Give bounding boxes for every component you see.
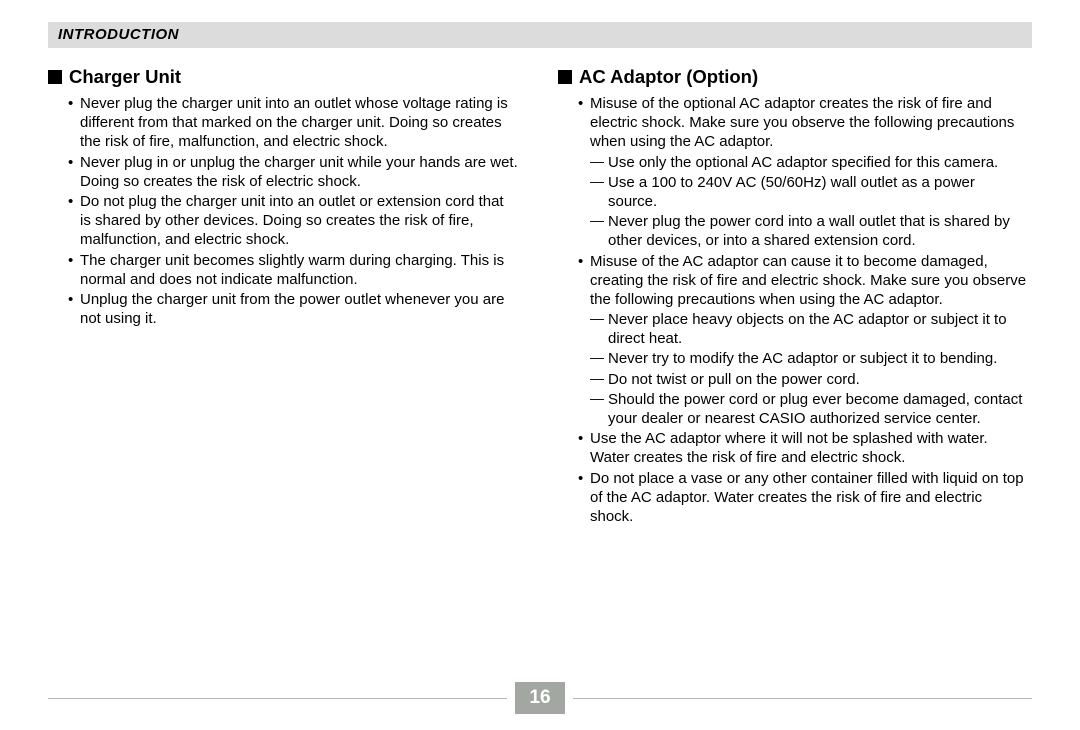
right-column: AC Adaptor (Option) Misuse of the option…: [558, 66, 1032, 527]
list-item: Never try to modify the AC adaptor or su…: [578, 349, 1028, 368]
list-item: Never plug in or unplug the charger unit…: [68, 153, 518, 191]
square-bullet-icon: [48, 70, 62, 84]
list-item: Misuse of the optional AC adaptor create…: [578, 94, 1028, 152]
left-item-list: Never plug the charger unit into an outl…: [48, 94, 522, 328]
page-number: 16: [529, 687, 550, 708]
section-header-label: INTRODUCTION: [58, 26, 179, 43]
footer-rule-left: [48, 698, 507, 699]
list-item: Do not place a vase or any other contain…: [578, 469, 1028, 527]
list-item: Do not plug the charger unit into an out…: [68, 192, 518, 250]
list-item: Use a 100 to 240V AC (50/60Hz) wall outl…: [578, 173, 1028, 211]
manual-page: INTRODUCTION Charger Unit Never plug the…: [0, 0, 1080, 527]
page-footer: 16: [48, 682, 1032, 714]
list-item: The charger unit becomes slightly warm d…: [68, 251, 518, 289]
right-item-list: Misuse of the optional AC adaptor create…: [558, 94, 1032, 526]
list-item: Should the power cord or plug ever becom…: [578, 390, 1028, 428]
left-title-text: Charger Unit: [69, 66, 181, 88]
list-item: Never plug the power cord into a wall ou…: [578, 212, 1028, 250]
right-title-text: AC Adaptor (Option): [579, 66, 758, 88]
two-column-layout: Charger Unit Never plug the charger unit…: [48, 66, 1032, 527]
list-item: Never place heavy objects on the AC adap…: [578, 310, 1028, 348]
left-column: Charger Unit Never plug the charger unit…: [48, 66, 522, 527]
list-item: Misuse of the AC adaptor can cause it to…: [578, 252, 1028, 310]
list-item: Do not twist or pull on the power cord.: [578, 370, 1028, 389]
page-number-badge: 16: [515, 682, 564, 714]
right-section-title: AC Adaptor (Option): [558, 66, 1032, 88]
section-header-bar: INTRODUCTION: [48, 22, 1032, 48]
list-item: Use only the optional AC adaptor specifi…: [578, 153, 1028, 172]
footer-rule-right: [573, 698, 1032, 699]
left-section-title: Charger Unit: [48, 66, 522, 88]
list-item: Unplug the charger unit from the power o…: [68, 290, 518, 328]
list-item: Use the AC adaptor where it will not be …: [578, 429, 1028, 467]
list-item: Never plug the charger unit into an outl…: [68, 94, 518, 152]
square-bullet-icon: [558, 70, 572, 84]
